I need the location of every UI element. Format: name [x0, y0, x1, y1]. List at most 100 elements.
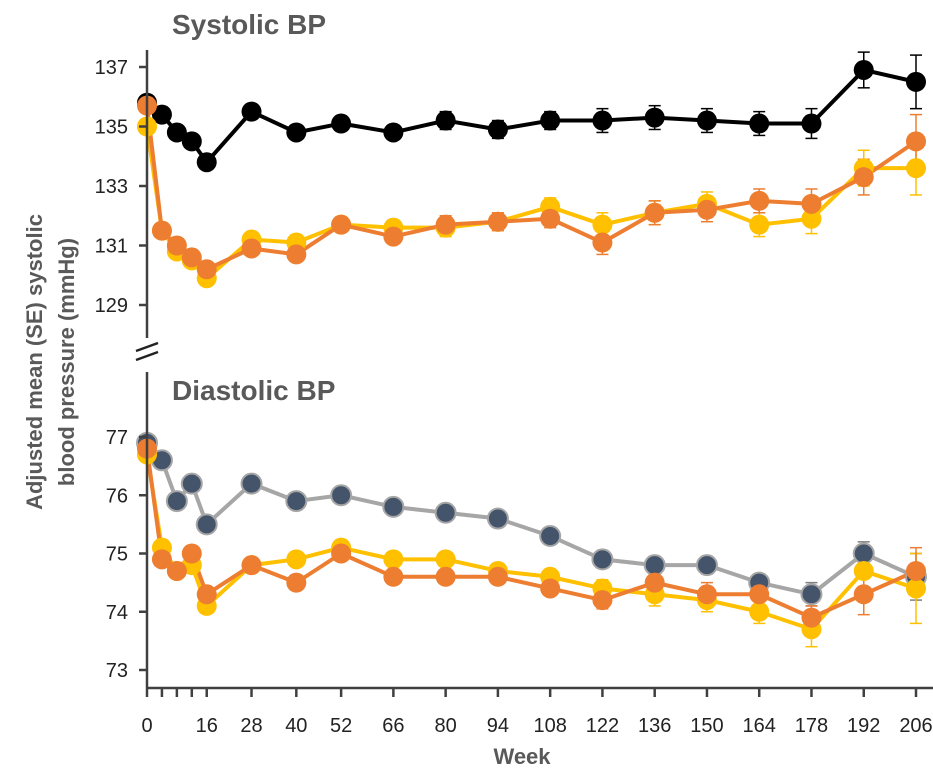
- systolic-bp-series-3-point: [487, 211, 508, 232]
- systolic-bp-series-2-point: [749, 214, 770, 235]
- systolic-bp-ytick-label: 137: [95, 57, 128, 79]
- series-lines: [145, 67, 918, 632]
- diastolic-bp-series-1-point: [434, 501, 457, 524]
- diastolic-bp-series-3-point: [749, 584, 770, 605]
- diastolic-bp-ytick-label: 75: [106, 544, 128, 566]
- systolic-bp-series-1-point: [196, 152, 217, 173]
- series-markers: [136, 59, 927, 640]
- panel-title-diastolic: Diastolic BP: [172, 375, 335, 406]
- diastolic-bp-series-1-point: [852, 542, 875, 565]
- xtick-label: 150: [690, 715, 723, 737]
- diastolic-bp-ytick-label: 77: [106, 427, 128, 449]
- xtick-label: 206: [899, 715, 932, 737]
- xtick-label: 80: [435, 715, 457, 737]
- xtick-label: 40: [285, 715, 307, 737]
- diastolic-bp-series-1-point: [165, 490, 188, 513]
- systolic-bp-series-1-point: [241, 101, 262, 122]
- diastolic-bp-series-3-point: [181, 543, 202, 564]
- systolic-bp-series-1-point: [181, 131, 202, 152]
- diastolic-bp-series-2-point: [435, 549, 456, 570]
- systolic-bp-series-1-line: [145, 67, 917, 165]
- systolic-bp-series-3-point: [435, 214, 456, 235]
- systolic-bp-ytick-label: 131: [95, 236, 128, 258]
- systolic-bp-series-1-point: [331, 113, 352, 134]
- diastolic-bp-series-3-point: [906, 560, 926, 581]
- diastolic-bp-series-3-point: [592, 590, 613, 611]
- diastolic-bp-series-3-point: [644, 572, 665, 593]
- diastolic-bp-series-2-point: [383, 549, 404, 570]
- panel-title-systolic: Systolic BP: [172, 9, 326, 40]
- systolic-bp-series-3-point: [801, 193, 822, 214]
- systolic-bp-series-3-point: [906, 131, 926, 152]
- systolic-bp-series-3-point: [540, 208, 561, 229]
- y-axis-title-line1: Adjusted mean (SE) systolic: [22, 214, 47, 510]
- diastolic-bp-series-1-line: [145, 441, 917, 597]
- diastolic-bp-series-1-point: [195, 513, 218, 536]
- diastolic-bp-series-2-point: [853, 560, 874, 581]
- systolic-bp-series-2-point: [801, 208, 822, 229]
- diastolic-bp-series-1-point: [285, 490, 308, 513]
- xtick-label: 192: [847, 715, 880, 737]
- systolic-bp-series-3-point: [241, 238, 262, 259]
- diastolic-bp-series-3-point: [331, 543, 352, 564]
- diastolic-bp-series-1-point: [539, 525, 562, 548]
- diastolic-bp-series-3-point: [383, 566, 404, 587]
- systolic-bp-series-3-point: [181, 247, 202, 268]
- systolic-bp-series-1-point: [853, 59, 874, 80]
- systolic-bp-series-3-point: [196, 259, 217, 280]
- systolic-bp-ytick-label: 129: [95, 295, 128, 317]
- systolic-bp-series-1-point: [644, 107, 665, 128]
- systolic-bp-series-1-point: [166, 122, 187, 143]
- xtick-label: 122: [586, 715, 619, 737]
- x-axis-title: Week: [493, 744, 551, 769]
- diastolic-bp-series-3-point: [241, 555, 262, 576]
- xtick-label: 0: [141, 715, 152, 737]
- systolic-bp-series-3-point: [644, 202, 665, 223]
- xtick-label: 178: [795, 715, 828, 737]
- diastolic-bp-series-3-point: [853, 584, 874, 605]
- systolic-bp-series-1-point: [383, 122, 404, 143]
- diastolic-bp-series-3-point: [696, 584, 717, 605]
- systolic-bp-series-2-point: [906, 158, 926, 179]
- diastolic-bp-series-1-point: [180, 472, 203, 495]
- diastolic-bp-series-3-point: [286, 572, 307, 593]
- diastolic-bp-series-2-point: [749, 601, 770, 622]
- diastolic-bp-series-1-point: [486, 507, 509, 530]
- systolic-bp-series-3-point: [286, 244, 307, 265]
- diastolic-bp-series-3-point: [151, 549, 172, 570]
- systolic-bp-series-3-point: [749, 190, 770, 211]
- diastolic-bp-series-1-point: [695, 554, 718, 577]
- systolic-bp-series-1-point: [749, 113, 770, 134]
- diastolic-bp-series-2-line: [145, 454, 917, 632]
- systolic-bp-series-1-point: [151, 104, 172, 125]
- systolic-bp-series-1-point: [696, 110, 717, 131]
- systolic-bp-ytick-label: 133: [95, 176, 128, 198]
- diastolic-bp-series-1-point: [382, 495, 405, 518]
- systolic-bp-series-3-point: [383, 226, 404, 247]
- axis-break-icon: [135, 341, 159, 362]
- axes: [135, 50, 933, 690]
- xtick-label: 66: [382, 715, 404, 737]
- systolic-bp-series-3-line: [145, 105, 918, 272]
- diastolic-bp-ytick-label: 73: [106, 660, 128, 682]
- diastolic-bp-series-3-point: [435, 566, 456, 587]
- systolic-bp-series-1-point: [801, 113, 822, 134]
- xtick-label: 28: [240, 715, 262, 737]
- diastolic-bp-series-3-point: [801, 607, 822, 628]
- diastolic-bp-series-1-point: [591, 548, 614, 571]
- axis-ticks: 129 131 133 135 137 73 74 75 76 77 0 16 28 40 52 66 80 94…: [95, 57, 933, 737]
- diastolic-bp-series-1-point: [330, 484, 353, 507]
- diastolic-bp-series-1-point: [643, 554, 666, 577]
- xtick-label: 52: [330, 715, 352, 737]
- diastolic-bp-series-3-point: [487, 566, 508, 587]
- diastolic-bp-ytick-label: 74: [106, 602, 128, 624]
- diastolic-bp-series-3-point: [196, 584, 217, 605]
- systolic-bp-series-2-point: [592, 214, 613, 235]
- diastolic-bp-ytick-label: 76: [106, 485, 128, 507]
- xtick-label: 164: [743, 715, 776, 737]
- systolic-bp-series-3-point: [592, 232, 613, 253]
- systolic-bp-series-1-point: [435, 110, 456, 131]
- systolic-bp-series-1-point: [906, 71, 926, 92]
- diastolic-bp-series-3-point: [540, 578, 561, 599]
